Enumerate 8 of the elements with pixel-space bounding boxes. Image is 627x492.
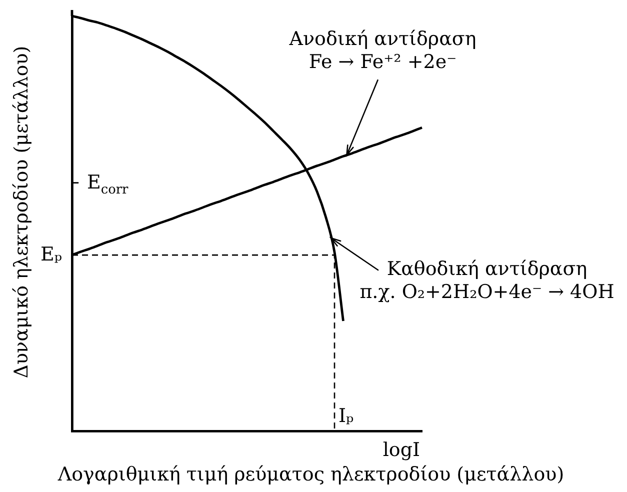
text: Eₚ [40, 244, 62, 267]
x-axis-title: Λογαριθμική τιμή ρεύματος ηλεκτροδίου (μετάλλου) [58, 464, 564, 486]
y-axis-title: Δυναμικό ηλεκτροδίου (μετάλλου) [10, 46, 34, 378]
annotation: Καθοδική αντίδραση π.χ. O₂+2H₂O+4e⁻ → 4OH [360, 258, 614, 304]
annotation: E$_{corr}$ [87, 171, 128, 198]
annotation: Iₚ [338, 405, 354, 428]
text: logI [382, 439, 420, 462]
annotation: Ανοδική αντίδραση Fe → Fe⁺² +2e⁻ [289, 28, 476, 74]
